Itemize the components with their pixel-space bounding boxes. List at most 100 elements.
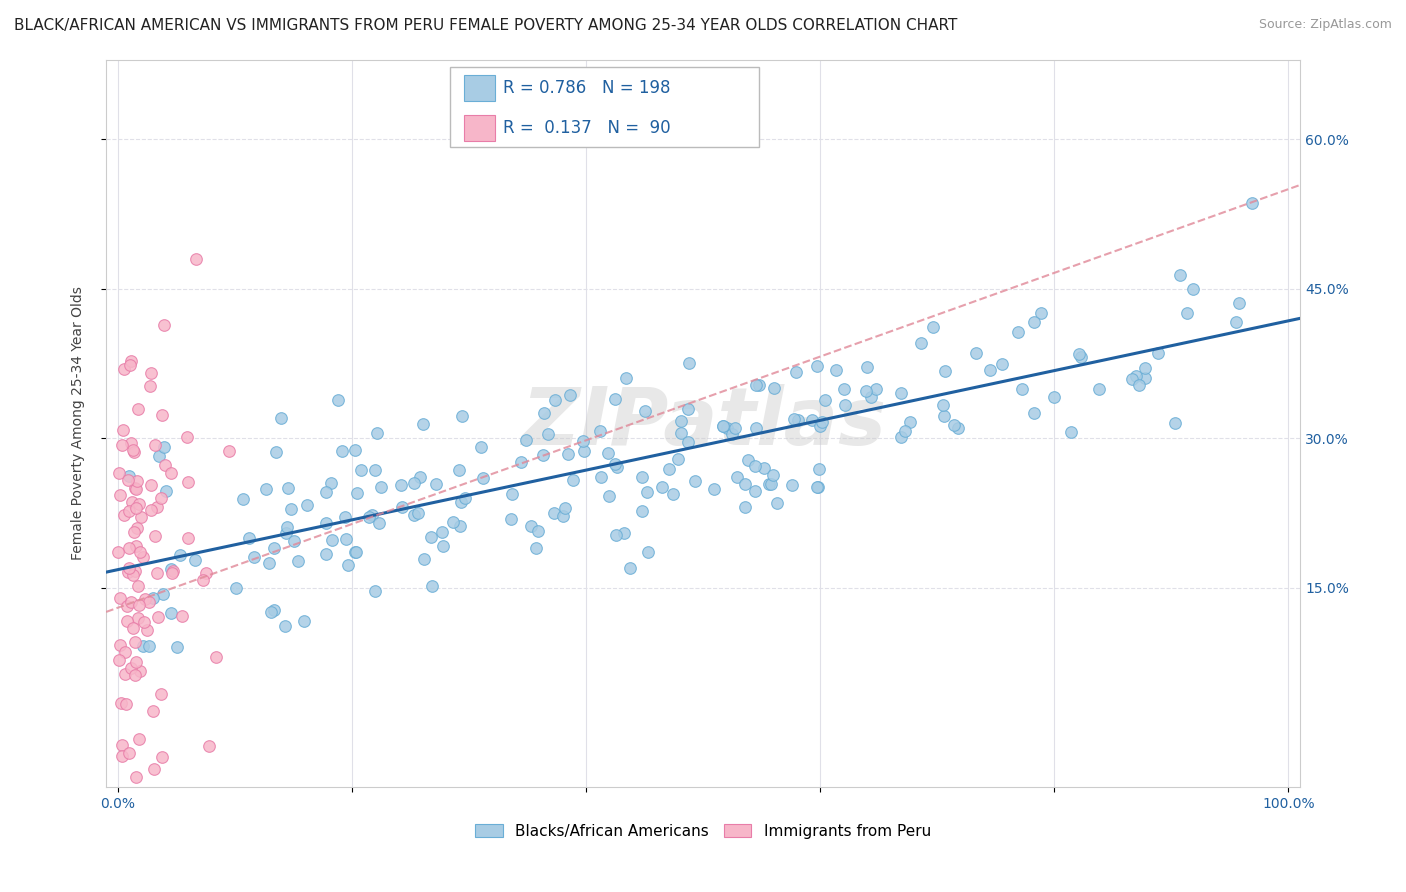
Point: [1069, 347, 1091, 361]
Point: [678, 356, 700, 370]
Text: Source: ZipAtlas.com: Source: ZipAtlas.com: [1258, 18, 1392, 31]
Point: [315, 547, 337, 561]
Point: [276, 519, 298, 533]
Point: [554, 500, 576, 515]
Point: [139, 366, 162, 380]
Point: [441, 516, 464, 530]
Point: [450, 409, 472, 423]
Point: [148, 449, 170, 463]
Point: [598, 446, 620, 460]
Point: [1060, 425, 1083, 439]
Point: [118, 747, 141, 761]
Point: [509, 455, 531, 469]
Point: [254, 482, 277, 496]
Point: [666, 451, 689, 466]
Point: [111, 749, 134, 764]
Point: [107, 467, 129, 481]
Point: [142, 591, 165, 605]
Point: [120, 661, 142, 675]
Point: [720, 427, 742, 442]
Point: [294, 614, 316, 628]
Point: [315, 516, 337, 530]
Point: [127, 610, 149, 624]
Point: [561, 473, 583, 487]
Point: [321, 533, 343, 548]
Text: R = 0.786   N = 198: R = 0.786 N = 198: [503, 78, 671, 96]
Point: [283, 534, 305, 549]
Point: [1070, 350, 1092, 364]
Point: [606, 460, 628, 475]
Point: [807, 480, 830, 494]
Point: [766, 495, 789, 509]
Point: [703, 483, 725, 497]
Point: [910, 336, 932, 351]
Point: [1146, 346, 1168, 360]
Point: [447, 463, 470, 477]
Point: [194, 566, 217, 580]
Point: [270, 410, 292, 425]
Point: [745, 377, 768, 392]
Point: [118, 469, 141, 483]
Point: [806, 359, 828, 373]
Point: [669, 426, 692, 441]
Point: [499, 511, 522, 525]
Point: [603, 457, 626, 471]
Point: [150, 408, 173, 422]
Point: [112, 423, 135, 437]
Point: [825, 362, 848, 376]
Point: [166, 640, 188, 654]
Point: [979, 363, 1001, 377]
Point: [117, 565, 139, 579]
Point: [391, 500, 413, 515]
Point: [711, 419, 734, 434]
Point: [430, 525, 453, 540]
Point: [344, 545, 367, 559]
Point: [115, 599, 138, 613]
Point: [128, 598, 150, 612]
Point: [676, 434, 699, 449]
Point: [128, 497, 150, 511]
Point: [160, 467, 183, 481]
Point: [335, 532, 357, 546]
Point: [520, 518, 543, 533]
Point: [343, 442, 366, 457]
Point: [263, 602, 285, 616]
Point: [120, 354, 142, 368]
Point: [177, 475, 200, 490]
Point: [630, 504, 652, 518]
Point: [636, 484, 658, 499]
Point: [859, 391, 882, 405]
Point: [117, 560, 139, 574]
Point: [537, 426, 560, 441]
Point: [128, 732, 150, 747]
Point: [120, 594, 142, 608]
Point: [107, 545, 129, 559]
Point: [965, 346, 987, 360]
Point: [1128, 378, 1150, 392]
Point: [120, 359, 142, 373]
Point: [367, 516, 389, 530]
Point: [138, 639, 160, 653]
Point: [129, 509, 152, 524]
Point: [1043, 390, 1066, 404]
Point: [160, 566, 183, 581]
Point: [1022, 315, 1045, 329]
Point: [136, 623, 159, 637]
Point: [759, 476, 782, 491]
Point: [150, 750, 173, 764]
Point: [143, 529, 166, 543]
Point: [404, 475, 426, 490]
Point: [108, 653, 131, 667]
Point: [890, 430, 912, 444]
Point: [117, 504, 139, 518]
Point: [619, 561, 641, 575]
Point: [734, 477, 756, 491]
Point: [785, 365, 807, 379]
Point: [364, 463, 387, 477]
Point: [754, 460, 776, 475]
Point: [1164, 417, 1187, 431]
Point: [1121, 372, 1143, 386]
Point: [131, 550, 153, 565]
Point: [990, 357, 1012, 371]
Point: [598, 489, 620, 503]
